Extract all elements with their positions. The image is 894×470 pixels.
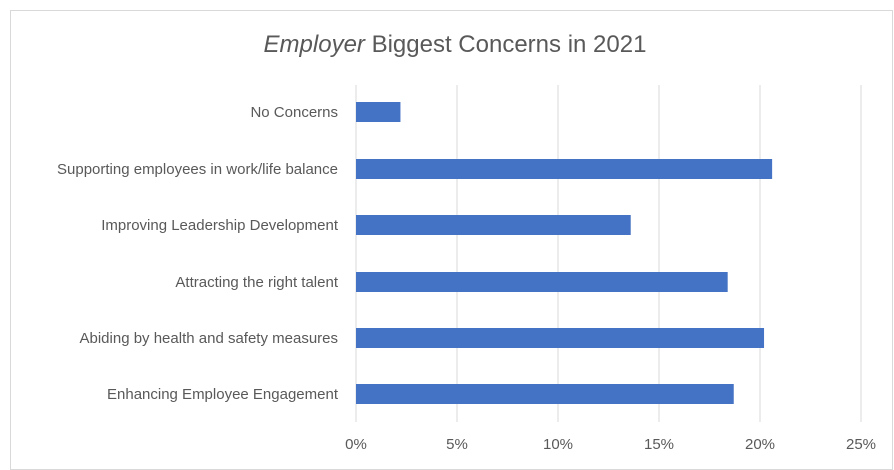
bar: [356, 215, 631, 235]
x-tick-label: 25%: [846, 436, 876, 453]
category-label: Enhancing Employee Engagement: [107, 386, 339, 403]
bar: [356, 159, 773, 179]
category-label: Improving Leadership Development: [101, 217, 339, 234]
category-label: No Concerns: [250, 104, 338, 121]
bar: [356, 328, 765, 348]
category-label: Attracting the right talent: [175, 274, 338, 291]
x-tick-label: 15%: [644, 436, 674, 453]
bar: [356, 272, 728, 292]
x-tick-label: 10%: [543, 436, 573, 453]
category-label: Abiding by health and safety measures: [80, 330, 339, 347]
x-tick-label: 5%: [446, 436, 468, 453]
bars: [356, 102, 773, 404]
bar: [356, 102, 401, 122]
x-tick-label: 0%: [345, 436, 367, 453]
chart-title: Employer Biggest Concerns in 2021: [264, 31, 647, 58]
x-tick-label: 20%: [745, 436, 775, 453]
bar: [356, 384, 734, 404]
x-tick-labels: 0% 5% 10% 15% 20% 25%: [345, 436, 876, 453]
category-labels: No Concerns Supporting employees in work/…: [57, 104, 339, 403]
gridlines: [355, 85, 862, 422]
category-label: Supporting employees in work/life balanc…: [57, 161, 338, 178]
chart-title-italic: Employer: [264, 31, 366, 58]
chart-title-rest: Biggest Concerns in 2021: [365, 31, 647, 58]
